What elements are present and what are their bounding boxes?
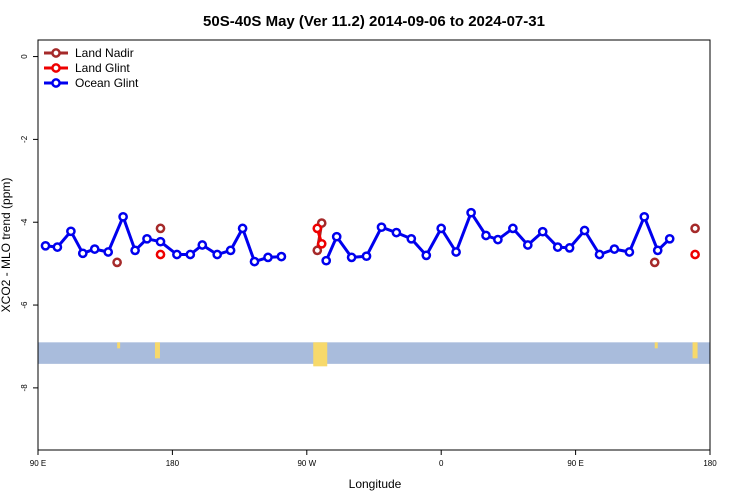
land-patch bbox=[117, 342, 121, 349]
series-points bbox=[40, 207, 700, 268]
data-point bbox=[185, 249, 196, 260]
y-tick-label: -2 bbox=[20, 135, 29, 143]
data-point bbox=[89, 244, 100, 254]
data-point bbox=[522, 240, 533, 250]
data-point bbox=[537, 226, 548, 237]
data-point bbox=[406, 233, 417, 244]
data-point bbox=[624, 247, 635, 257]
data-point bbox=[263, 252, 273, 263]
data-point bbox=[130, 245, 140, 256]
land-patch bbox=[313, 342, 328, 367]
data-point bbox=[466, 207, 476, 218]
data-point bbox=[103, 247, 114, 257]
data-point bbox=[421, 250, 432, 261]
data-point bbox=[276, 251, 287, 262]
data-point bbox=[639, 211, 650, 222]
data-point bbox=[212, 249, 223, 260]
legend-label: Land Glint bbox=[75, 61, 130, 75]
data-point bbox=[155, 236, 166, 247]
land-patch bbox=[654, 342, 658, 349]
x-tick-label: 90 E bbox=[567, 459, 583, 468]
data-point bbox=[155, 249, 166, 260]
land-patch bbox=[692, 342, 698, 359]
data-point bbox=[361, 251, 372, 262]
data-point bbox=[594, 249, 605, 260]
data-point bbox=[652, 245, 663, 256]
data-point bbox=[508, 223, 518, 234]
x-axis-label: Longitude bbox=[349, 477, 402, 491]
data-point bbox=[52, 242, 63, 252]
data-point bbox=[579, 225, 590, 236]
data-point bbox=[391, 227, 402, 238]
data-point bbox=[225, 245, 236, 256]
y-tick-label: -8 bbox=[20, 384, 29, 392]
y-tick-label: 0 bbox=[20, 54, 29, 59]
data-point bbox=[77, 248, 88, 259]
data-point bbox=[481, 230, 491, 241]
chart-title: 50S-40S May (Ver 11.2) 2014-09-06 to 202… bbox=[203, 13, 545, 30]
data-point bbox=[552, 242, 563, 252]
data-point bbox=[664, 233, 675, 244]
data-point bbox=[690, 249, 700, 260]
data-point bbox=[118, 211, 128, 222]
data-point bbox=[249, 256, 260, 267]
land-patch bbox=[154, 342, 160, 359]
y-axis-label: XCO2 - MLO trend (ppm) bbox=[0, 178, 13, 313]
legend-marker bbox=[51, 63, 61, 73]
legend-marker bbox=[51, 48, 61, 58]
data-point bbox=[436, 223, 447, 234]
data-point bbox=[493, 234, 503, 245]
data-point bbox=[155, 223, 166, 234]
data-point bbox=[172, 249, 182, 260]
x-tick-label: 180 bbox=[166, 459, 180, 468]
x-axis: 90 E 180 90 W 0 90 E 180 bbox=[30, 450, 717, 468]
data-point bbox=[376, 222, 387, 233]
y-tick-label: -6 bbox=[20, 301, 29, 309]
x-tick-label: 90 E bbox=[30, 459, 46, 468]
data-point bbox=[331, 231, 342, 242]
y-axis: 0 -2 -4 -6 -8 bbox=[20, 54, 38, 392]
data-point bbox=[690, 223, 700, 234]
data-point bbox=[451, 247, 461, 257]
data-point bbox=[112, 257, 122, 268]
data-point bbox=[197, 240, 208, 250]
x-tick-label: 0 bbox=[439, 459, 444, 468]
x-tick-label: 180 bbox=[703, 459, 717, 468]
ocean-strip bbox=[38, 342, 710, 364]
data-point bbox=[237, 223, 248, 234]
plot-frame bbox=[37, 39, 711, 451]
data-point bbox=[346, 252, 357, 263]
data-point bbox=[316, 238, 327, 249]
data-point bbox=[649, 257, 660, 268]
y-tick-label: -4 bbox=[20, 218, 29, 226]
data-point bbox=[321, 255, 332, 266]
data-point bbox=[312, 245, 323, 256]
legend-label: Land Nadir bbox=[75, 46, 134, 60]
x-tick-label: 90 W bbox=[297, 459, 316, 468]
data-point bbox=[609, 244, 620, 254]
data-point bbox=[564, 243, 575, 253]
land-sea-strip bbox=[38, 342, 710, 367]
legend-label: Ocean Glint bbox=[75, 76, 139, 90]
data-point bbox=[66, 226, 76, 237]
legend-marker bbox=[51, 78, 61, 88]
data-point bbox=[40, 240, 51, 251]
data-point bbox=[312, 223, 323, 234]
data-point bbox=[142, 233, 152, 244]
